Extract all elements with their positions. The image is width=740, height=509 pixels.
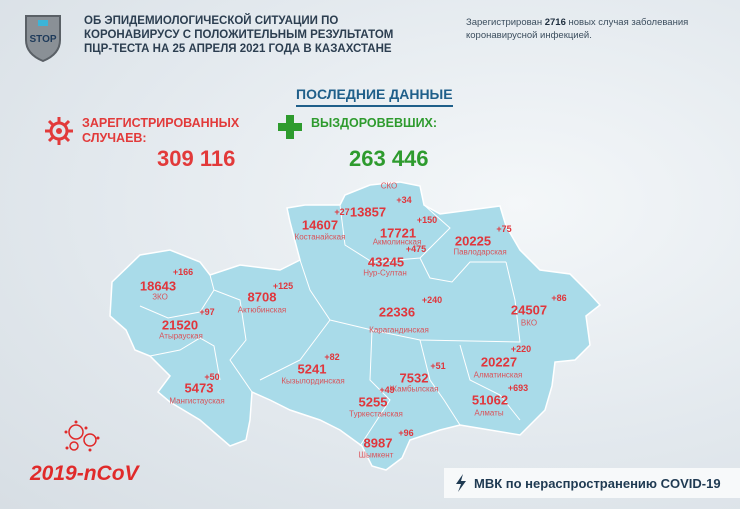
plus-icon — [278, 115, 302, 139]
region-delta: +86 — [551, 293, 567, 303]
region-total: 21520 — [161, 317, 199, 333]
region-total: 5241 — [297, 361, 327, 377]
registered-label: ЗАРЕГИСТРИРОВАННЫХ СЛУЧАЕВ: — [82, 116, 239, 146]
region-name: Алматинская — [473, 370, 523, 380]
title-line: ПЦР-ТЕСТА НА 25 АПРЕЛЯ 2021 ГОДА В КАЗАХ… — [84, 43, 392, 55]
footer-org-banner: МВК по нераспространению COVID-19 — [444, 468, 740, 498]
new-cases-note: Зарегистрирован 2716 новых случая заболе… — [466, 16, 726, 42]
region-delta: +50 — [204, 372, 220, 382]
registered-label-line: ЗАРЕГИСТРИРОВАННЫХ — [82, 116, 240, 130]
region-delta: +220 — [510, 344, 532, 354]
coronavirus-icon — [64, 420, 100, 452]
region-delta: +475 — [405, 244, 427, 254]
region-delta: +27 — [334, 207, 350, 217]
region-total: 24507 — [510, 302, 548, 318]
region-name: Актюбинская — [237, 305, 287, 315]
region-name: Павлодарская — [453, 247, 507, 257]
stop-shield-logo: STOP — [25, 15, 61, 62]
recovered-value: 263 446 — [349, 146, 429, 171]
region-total: 17721 — [379, 225, 417, 241]
note-count: 2716 — [544, 17, 566, 28]
lightning-icon — [456, 474, 466, 492]
recovered-label: ВЫЗДОРОВЕВШИХ: — [311, 116, 438, 130]
note-prefix: Зарегистрирован — [466, 17, 543, 28]
region-total: 13857 — [349, 204, 387, 220]
region-delta: +96 — [398, 428, 414, 438]
region-total: 43245 — [367, 254, 405, 270]
region-name: Алматы — [474, 408, 504, 418]
region-total: 7532 — [399, 370, 429, 386]
region-delta: +693 — [507, 383, 529, 393]
registered-value: 309 116 — [157, 146, 236, 171]
region-name: СКО — [380, 181, 398, 191]
region-total: 5473 — [184, 380, 214, 396]
region-name: Нур-Султан — [363, 268, 407, 278]
region-name: Атырауская — [159, 331, 203, 341]
region-delta: +240 — [421, 295, 443, 305]
region-name: Акмолинская — [372, 237, 422, 247]
region-name: Туркестанская — [349, 409, 403, 419]
region-delta: +82 — [324, 352, 340, 362]
region-name: Шымкент — [358, 450, 394, 460]
region-name: Мангистауская — [169, 396, 225, 406]
title-line: ОБ ЭПИДЕМИОЛОГИЧЕСКОЙ СИТУАЦИИ ПО — [84, 15, 339, 27]
virus-icon — [45, 117, 73, 145]
region-name: ЗКО — [152, 292, 168, 302]
virus-code: 2019-nCoV — [30, 462, 139, 485]
region-name: Жамбылская — [389, 384, 439, 394]
region-delta: +97 — [199, 307, 215, 317]
region-total: 20227 — [480, 354, 518, 370]
latest-data-heading: ПОСЛЕДНИЕ ДАННЫЕ — [296, 86, 453, 107]
region-total: 20225 — [454, 233, 492, 249]
registered-label-line: СЛУЧАЕВ: — [82, 131, 147, 145]
page-title: ОБ ЭПИДЕМИОЛОГИЧЕСКОЙ СИТУАЦИИ ПО КОРОНА… — [84, 14, 414, 56]
region-name: Кызылординская — [281, 376, 345, 386]
region-delta: +166 — [172, 267, 194, 277]
footer-org: МВК по нераспространению COVID-19 — [474, 475, 721, 491]
region-total: 18643 — [139, 278, 177, 294]
region-delta: +34 — [396, 195, 412, 205]
region-total: 14607 — [301, 217, 339, 233]
region-delta: +150 — [416, 215, 438, 225]
title-line: КОРОНАВИРУСУ С ПОЛОЖИТЕЛЬНЫМ РЕЗУЛЬТАТОМ — [84, 29, 394, 41]
region-total: 5255 — [358, 394, 388, 410]
region-delta: +75 — [496, 224, 512, 234]
region-borders — [139, 204, 521, 447]
svg-text:STOP: STOP — [29, 34, 56, 45]
region-name: ВКО — [520, 318, 538, 328]
region-total: 22336 — [378, 304, 416, 320]
region-total: 8987 — [363, 435, 393, 451]
region-total: 8708 — [247, 289, 277, 305]
region-delta: +49 — [379, 385, 395, 395]
note-suffix: новых случая заболевания коронавирусной … — [466, 17, 689, 41]
region-name: Костанайская — [294, 232, 346, 242]
region-name: Карагандинская — [369, 325, 429, 335]
region-delta: +51 — [430, 361, 446, 371]
region-total: 51062 — [471, 392, 509, 408]
region-delta: +125 — [272, 281, 294, 291]
